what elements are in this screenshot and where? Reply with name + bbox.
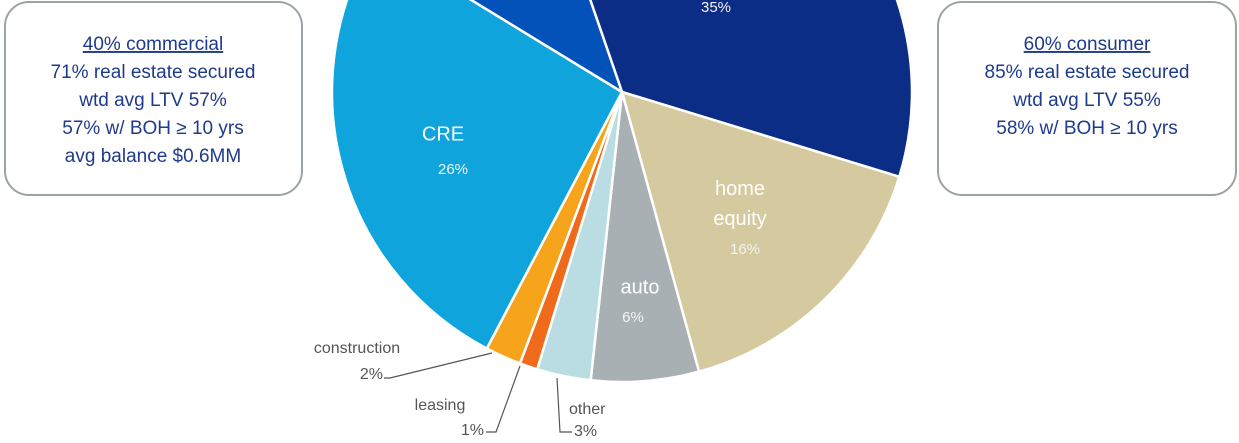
slice-label: CRE xyxy=(422,123,464,145)
right-box-line: wtd avg LTV 55% xyxy=(1012,90,1161,111)
left-box-title: 40% commercial xyxy=(83,34,223,55)
left-box-line: 57% w/ BOH ≥ 10 yrs xyxy=(62,118,243,139)
leader-line xyxy=(486,365,521,433)
slice-value-label: 1% xyxy=(461,422,484,439)
pie xyxy=(330,0,914,384)
slice-value-label: 16% xyxy=(730,241,760,258)
right-box-title: 60% consumer xyxy=(1024,34,1151,55)
right-box xyxy=(937,1,1237,196)
slice-value-label: 26% xyxy=(438,161,468,178)
slice-value-label: 35% xyxy=(701,0,731,16)
slice-label: other xyxy=(569,401,606,418)
right-box-line: 58% w/ BOH ≥ 10 yrs xyxy=(996,118,1177,139)
slice-label: home equity xyxy=(713,178,766,230)
slice-value-label: 2% xyxy=(360,366,383,383)
pie-slice xyxy=(620,90,901,374)
left-box-line: avg balance $0.6MM xyxy=(65,146,241,167)
pie-slice xyxy=(588,0,914,179)
slice-label: auto xyxy=(621,276,660,298)
slice-value-label: 3% xyxy=(574,423,597,440)
left-box xyxy=(4,1,303,196)
left-box-line: wtd avg LTV 57% xyxy=(78,90,227,111)
leader-line xyxy=(556,377,572,433)
slice-label: construction xyxy=(314,340,400,357)
right-box-line: 85% real estate secured xyxy=(985,62,1190,83)
pie-slice xyxy=(468,0,625,95)
leader-line xyxy=(384,352,493,379)
slice-label: leasing xyxy=(415,397,466,414)
left-box-line: 71% real estate secured xyxy=(51,62,256,83)
slice-value-label: 6% xyxy=(622,309,644,326)
pie-slice xyxy=(330,0,624,351)
